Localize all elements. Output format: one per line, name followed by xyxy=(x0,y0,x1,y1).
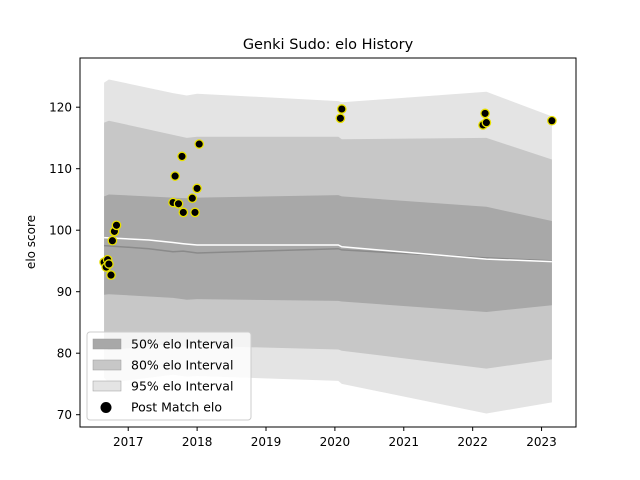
x-tick-label: 2021 xyxy=(389,435,420,449)
mean-elo-line xyxy=(104,236,552,263)
legend-swatch-band_50 xyxy=(92,338,122,350)
plot-frame xyxy=(79,57,577,428)
legend-swatch-band_95 xyxy=(92,380,122,392)
post-match-point xyxy=(336,104,347,114)
post-match-point xyxy=(335,113,346,124)
legend: 50% elo Interval 80% elo Interval 95% elo … xyxy=(86,331,252,421)
post-match-point xyxy=(111,220,122,231)
post-match-point xyxy=(547,115,557,126)
legend-label: Post Match elo xyxy=(131,400,222,415)
legend-label: 50% elo Interval xyxy=(131,337,233,352)
post-match-point xyxy=(192,183,202,194)
legend-marker-points xyxy=(100,402,112,413)
post-match-points xyxy=(99,104,557,280)
y-tick-label: 80 xyxy=(57,347,72,361)
y-tick-label: 70 xyxy=(57,408,72,422)
y-axis-label: elo score xyxy=(24,215,38,269)
y-tick-label: 90 xyxy=(57,285,72,299)
x-tick-label: 2022 xyxy=(457,435,488,449)
post-match-point xyxy=(194,139,205,149)
legend-box xyxy=(86,331,252,421)
y-tick-label: 110 xyxy=(49,162,72,176)
post-match-point xyxy=(480,108,490,119)
x-tick-label: 2017 xyxy=(113,435,144,449)
post-match-point xyxy=(173,198,184,209)
x-tick-label: 2019 xyxy=(251,435,282,449)
band-50 xyxy=(104,194,552,312)
post-match-point xyxy=(106,270,116,280)
legend-label: 95% elo Interval xyxy=(131,379,233,394)
trend-lines xyxy=(104,236,552,263)
legend-label: 80% elo Interval xyxy=(131,358,233,373)
post-match-point xyxy=(178,207,189,218)
x-tick-label: 2020 xyxy=(320,435,351,449)
post-match-point xyxy=(187,193,198,204)
post-match-point xyxy=(107,235,118,246)
y-tick-label: 100 xyxy=(49,224,72,238)
post-match-point xyxy=(177,151,187,162)
post-match-point xyxy=(190,207,200,218)
post-match-point xyxy=(481,117,492,128)
y-axis-ticks: 70 80 90 100 110 120 xyxy=(49,101,80,422)
y-tick-label: 120 xyxy=(49,101,72,115)
post-match-point xyxy=(170,171,180,181)
x-axis-ticks: 2017 2018 2019 2020 2021 2022 2023 xyxy=(113,427,557,449)
legend-swatch-band_80 xyxy=(92,359,122,371)
chart-title: Genki Sudo: elo History xyxy=(243,37,414,53)
x-tick-label: 2018 xyxy=(182,435,213,449)
post-match-point xyxy=(104,259,114,269)
x-tick-label: 2023 xyxy=(526,435,557,449)
